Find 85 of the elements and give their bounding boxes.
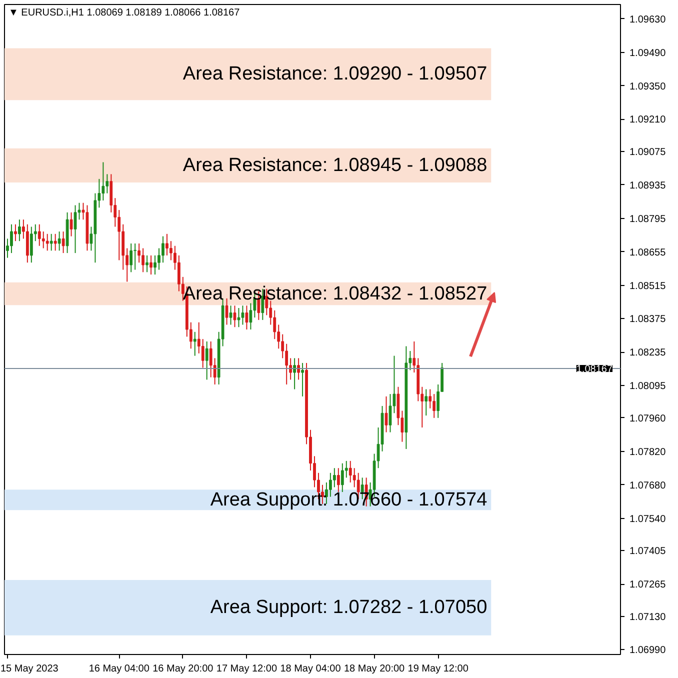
y-tick-label: 1.06990 (630, 645, 666, 656)
candlestick (14, 224, 17, 242)
y-tick-label: 1.08795 (630, 214, 666, 225)
candlestick (249, 302, 252, 330)
candlestick (297, 358, 300, 380)
x-tick-label: 16 May 20:00 (152, 664, 214, 674)
y-tick-label: 1.08935 (630, 180, 666, 192)
candlestick (340, 462, 344, 492)
candlestick (134, 242, 137, 270)
candlestick (54, 233, 57, 252)
candlestick (166, 233, 168, 256)
y-tick-label: 1.09350 (630, 81, 666, 92)
y-tick-label: 1.09490 (630, 48, 666, 59)
candlestick (154, 254, 156, 276)
band-label: Area Resistance: 1.09290 - 1.09507 (182, 64, 488, 85)
candlestick (58, 231, 61, 252)
candlestick (102, 162, 105, 201)
candlestick (336, 468, 340, 492)
y-tick-label: 1.08235 (630, 348, 666, 359)
band-label: Area Resistance: 1.08945 - 1.09088 (182, 154, 488, 176)
y-tick-label: 1.08375 (630, 314, 666, 326)
candlestick (26, 224, 29, 264)
candlestick (50, 233, 53, 252)
y-tick-label: 1.07540 (630, 514, 666, 525)
candlestick (170, 240, 172, 261)
candlestick (348, 460, 352, 483)
candlestick (146, 254, 148, 273)
candlestick (193, 331, 196, 356)
ref-line-label: 1.08167 (576, 364, 613, 375)
x-tick-label: 19 May 12:00 (408, 664, 469, 674)
candlestick (245, 305, 248, 330)
candlestick (229, 305, 232, 326)
candlestick (138, 242, 141, 264)
x-tick-label: 18 May 20:00 (344, 664, 406, 674)
candlestick (150, 254, 152, 276)
candlestick (328, 472, 332, 498)
candlestick (205, 340, 208, 380)
band-label: Area Support: 1.07282 - 1.07050 (210, 597, 488, 618)
candlestick (18, 219, 21, 242)
y-tick-label: 1.07960 (630, 413, 666, 424)
candlestick (130, 242, 133, 273)
candlestick (46, 233, 49, 252)
candlestick (432, 394, 436, 418)
y-tick-label: 1.08095 (630, 381, 666, 392)
candlestick (10, 224, 13, 254)
candlestick (74, 204, 77, 254)
candlestick (38, 224, 41, 246)
y-tick-label: 1.07130 (630, 612, 666, 623)
candlestick (42, 231, 45, 249)
y-tick-label: 1.07265 (630, 580, 666, 591)
y-tick-label: 1.07680 (630, 480, 666, 492)
y-tick-label: 1.07405 (630, 546, 666, 558)
x-tick-label: 17 May 12:00 (216, 664, 278, 674)
candlestick (241, 305, 244, 326)
candlestick (332, 468, 336, 488)
candlestick (30, 226, 33, 264)
y-tick-label: 1.08655 (630, 247, 666, 258)
candlestick (428, 388, 432, 409)
candlestick (142, 248, 144, 273)
candlestick (424, 388, 428, 416)
y-tick-label: 1.09210 (630, 114, 666, 126)
candlestick (325, 482, 328, 504)
candlestick (237, 307, 240, 328)
x-tick-label: 15 May 2023 (0, 664, 59, 674)
candlestick (233, 305, 236, 328)
x-tick-label: 16 May 04:00 (88, 664, 150, 674)
y-tick-label: 1.07820 (630, 446, 666, 458)
x-tick-label: 18 May 04:00 (280, 664, 342, 674)
candlestick (285, 343, 288, 385)
candlestick (62, 231, 65, 254)
candlestick (384, 396, 388, 433)
candlestick (106, 174, 109, 194)
chart-title: ▼ EURUSD.i,H1 1.08069 1.08189 1.08066 1.08167 (8, 8, 240, 18)
y-tick-label: 1.09630 (630, 14, 666, 26)
candlestick (301, 362, 304, 397)
candlestick (70, 212, 73, 237)
candlestick (162, 236, 164, 264)
candlestick (293, 358, 296, 390)
candlestick (273, 310, 276, 340)
candlestick (177, 254, 180, 292)
y-tick-label: 1.08515 (630, 280, 666, 292)
y-tick-label: 1.09075 (630, 146, 666, 158)
candlestick (209, 340, 212, 378)
candlestick (201, 338, 204, 368)
candlestick (225, 298, 228, 326)
